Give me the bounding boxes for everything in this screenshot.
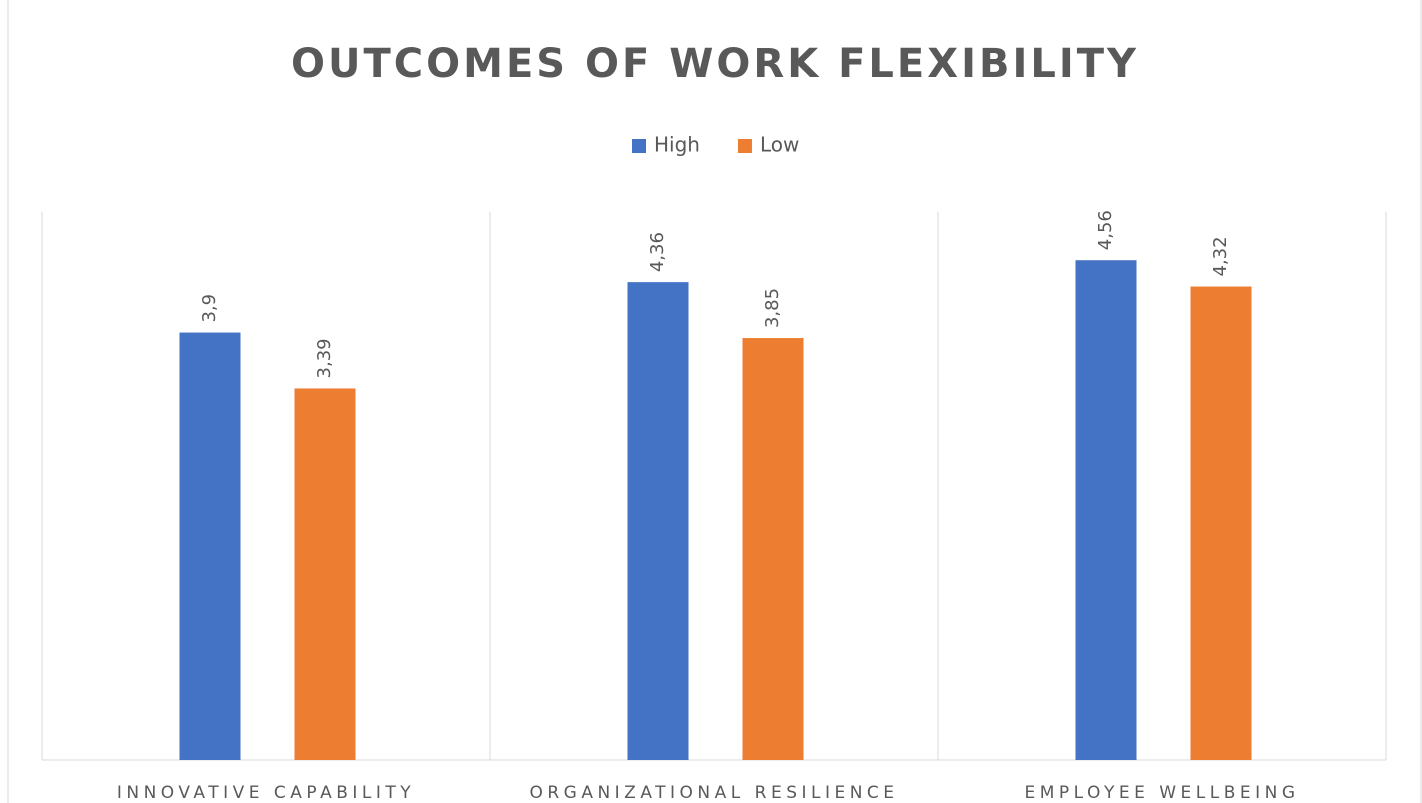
bar [742, 338, 804, 760]
data-label: 4,36 [647, 232, 668, 272]
data-label: 3,39 [314, 338, 335, 378]
bar [1075, 260, 1137, 760]
legend-label: High [654, 133, 700, 157]
bar [1190, 286, 1252, 760]
data-label: 3,9 [199, 294, 220, 323]
x-tick-label: INNOVATIVE CAPABILITY [117, 783, 415, 803]
legend: High Low [632, 133, 799, 157]
x-tick-label: EMPLOYEE WELLBEING [1024, 783, 1299, 803]
legend-label: Low [760, 133, 799, 157]
bar [627, 282, 689, 760]
data-label: 4,56 [1095, 210, 1116, 250]
chart-frame [7, 0, 1422, 803]
chart-title: OUTCOMES OF WORK FLEXIBILITY [291, 41, 1139, 87]
legend-swatch [737, 139, 752, 153]
bar [294, 388, 356, 760]
bar [179, 332, 241, 760]
data-label: 4,32 [1210, 236, 1231, 276]
legend-swatch [632, 139, 646, 153]
data-label: 3,85 [762, 288, 783, 328]
x-tick-label: ORGANIZATIONAL RESILIENCE [529, 783, 898, 803]
